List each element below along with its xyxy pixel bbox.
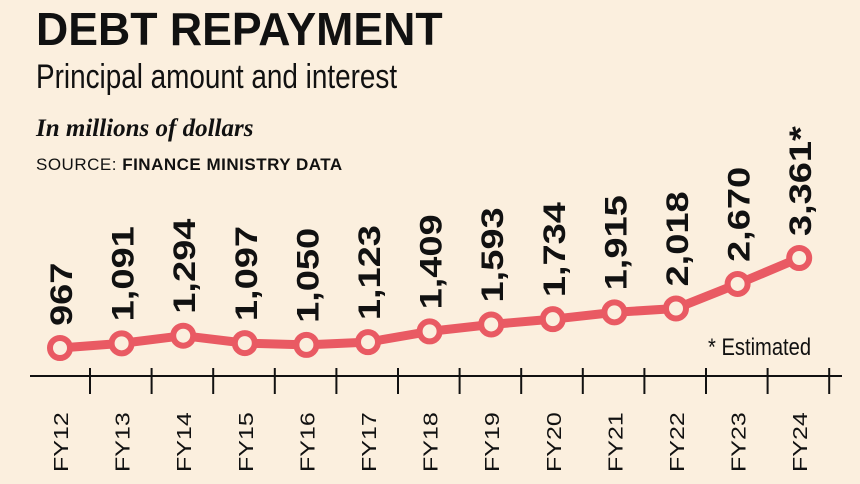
x-tick-label: FY12 bbox=[49, 412, 72, 472]
chart-subtitle: Principal amount and interest bbox=[36, 58, 398, 96]
data-label: 2,670 bbox=[723, 167, 757, 262]
x-tick-label: FY22 bbox=[665, 412, 688, 472]
x-tick-label: FY19 bbox=[480, 412, 503, 472]
data-point bbox=[663, 295, 689, 322]
x-tick-label: FY20 bbox=[542, 412, 565, 472]
x-tick-label: FY21 bbox=[604, 412, 627, 472]
estimated-note: * Estimated bbox=[708, 334, 812, 361]
data-point bbox=[601, 299, 628, 326]
x-tick-label: FY14 bbox=[172, 412, 195, 472]
data-label: 1,915 bbox=[599, 195, 633, 290]
data-label: 2,018 bbox=[661, 191, 695, 286]
data-point bbox=[170, 322, 197, 349]
units-label: In millions of dollars bbox=[36, 115, 254, 142]
data-label: 1,123 bbox=[353, 225, 387, 320]
source-name: FINANCE MINISTRY DATA bbox=[122, 155, 343, 174]
data-point bbox=[108, 330, 135, 357]
data-point bbox=[539, 306, 566, 333]
data-label: 3,361* bbox=[784, 126, 818, 236]
data-point bbox=[786, 245, 813, 271]
data-label: 1,734 bbox=[538, 201, 572, 297]
data-label: 1,050 bbox=[291, 228, 325, 323]
x-tick-label: FY24 bbox=[788, 412, 811, 472]
data-point bbox=[355, 329, 381, 356]
data-point bbox=[293, 331, 320, 358]
data-point bbox=[724, 270, 751, 297]
data-label: 1,097 bbox=[230, 226, 264, 321]
data-point bbox=[478, 311, 505, 338]
chart-title: DEBT REPAYMENT bbox=[36, 3, 443, 55]
data-label: 1,593 bbox=[476, 207, 510, 302]
x-tick-label: FY17 bbox=[357, 412, 380, 472]
data-label: 967 bbox=[45, 263, 79, 326]
data-point bbox=[231, 330, 258, 357]
source-label: SOURCE: bbox=[36, 155, 117, 174]
data-point bbox=[47, 335, 73, 361]
x-tick-label: FY18 bbox=[419, 412, 442, 472]
data-label: 1,294 bbox=[168, 218, 202, 314]
source-line: SOURCE: FINANCE MINISTRY DATA bbox=[36, 155, 343, 175]
x-tick-label: FY13 bbox=[111, 412, 134, 472]
data-label: 1,091 bbox=[107, 226, 141, 321]
data-label: 1,409 bbox=[415, 214, 449, 309]
x-tick-label: FY23 bbox=[727, 412, 750, 472]
x-tick-label: FY15 bbox=[234, 412, 257, 472]
x-tick-label: FY16 bbox=[296, 412, 319, 472]
data-point bbox=[416, 318, 443, 345]
